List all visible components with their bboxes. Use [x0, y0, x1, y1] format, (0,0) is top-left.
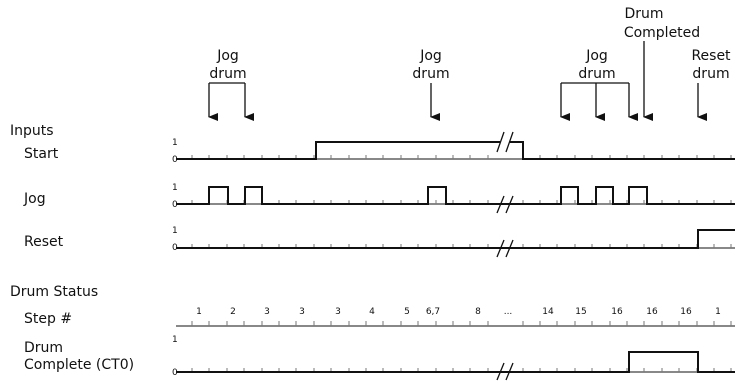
step-number: 8 — [475, 307, 481, 317]
svg-text:Jog: Jog — [216, 48, 239, 64]
step-number: 3 — [299, 307, 305, 317]
waveform-drum-complete — [176, 351, 735, 373]
svg-text:drum: drum — [412, 66, 449, 82]
svg-text:1: 1 — [172, 183, 178, 193]
svg-text:1: 1 — [172, 335, 178, 345]
step-number: 3 — [264, 307, 270, 317]
signal-label-drum-complete-1: Drum — [24, 340, 63, 356]
annotation-jog-drum-3: Jog drum — [560, 48, 638, 121]
annotation-reset-drum: Reset drum — [691, 48, 731, 121]
step-number: ... — [504, 307, 513, 317]
svg-text:0: 0 — [172, 368, 178, 378]
svg-text:Jog: Jog — [419, 48, 442, 64]
svg-text:0: 0 — [172, 155, 178, 165]
section-inputs: Inputs — [10, 123, 54, 139]
step-number: 3 — [335, 307, 341, 317]
step-number: 16 — [646, 307, 658, 317]
step-number: 14 — [542, 307, 554, 317]
svg-text:Drum: Drum — [624, 6, 663, 22]
step-numbers: 1 2 3 3 3 4 5 6,7 8... 14 15 16 16 16 1 — [196, 307, 721, 317]
break-marks — [496, 131, 514, 381]
signal-label-reset: Reset — [24, 234, 64, 250]
signal-label-drum-complete-2: Complete (CT0) — [24, 357, 134, 373]
step-number: 4 — [369, 307, 375, 317]
step-number: 5 — [404, 307, 410, 317]
svg-text:0: 0 — [172, 200, 178, 210]
step-number: 1 — [196, 307, 202, 317]
section-drum-status: Drum Status — [10, 284, 98, 300]
step-number: 16 — [680, 307, 692, 317]
signal-label-jog: Jog — [23, 191, 46, 207]
baselines — [176, 158, 735, 373]
step-number: 1 — [715, 307, 721, 317]
tick-marks — [191, 155, 732, 372]
svg-text:Completed: Completed — [624, 25, 700, 41]
waveform-reset — [176, 229, 735, 249]
svg-text:Jog: Jog — [585, 48, 608, 64]
svg-text:1: 1 — [172, 226, 178, 236]
svg-text:0: 0 — [172, 243, 178, 253]
step-number: 15 — [575, 307, 586, 317]
step-number: 2 — [230, 307, 236, 317]
signal-label-start: Start — [24, 146, 59, 162]
annotation-jog-drum-1: Jog drum — [208, 48, 254, 121]
level-labels: 1 0 1 0 1 0 1 0 — [172, 138, 178, 378]
waveform-jog — [176, 186, 735, 205]
signal-label-step: Step # — [24, 311, 72, 327]
svg-text:Reset: Reset — [691, 48, 731, 64]
svg-text:drum: drum — [578, 66, 615, 82]
annotation-jog-drum-2: Jog drum — [412, 48, 450, 121]
step-number: 6,7 — [426, 307, 440, 317]
waveform-start — [176, 141, 735, 160]
svg-text:drum: drum — [209, 66, 246, 82]
svg-text:drum: drum — [692, 66, 729, 82]
svg-text:1: 1 — [172, 138, 178, 148]
step-number: 16 — [611, 307, 623, 317]
annotation-drum-completed: Drum Completed — [624, 6, 700, 121]
